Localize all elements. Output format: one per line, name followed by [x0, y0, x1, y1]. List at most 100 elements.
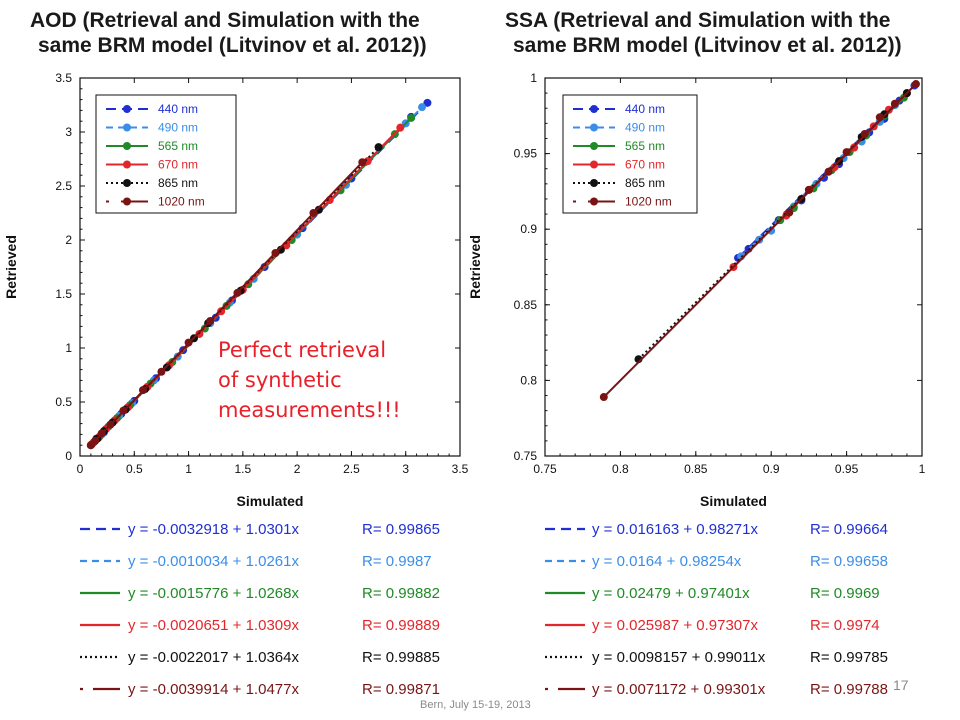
- aod-legend-label-2: 565 nm: [158, 139, 198, 153]
- ssa-title-line-1: SSA (Retrieval and Simulation with the: [505, 9, 891, 32]
- ssa-series-1-point: [767, 226, 776, 235]
- aod-y-tick-label: 0: [65, 449, 72, 463]
- aod-fit-equation-3: y = -0.0020651 + 1.0309x: [128, 617, 299, 634]
- aod-x-tick-label: 0.5: [126, 462, 143, 476]
- aod-legend: 440 nm 490 nm 565 nm 670 nm 865 nm 1020 nm: [95, 94, 237, 214]
- aod-y-axis-label: Retrieved: [3, 235, 19, 299]
- ssa-fit-equation-1: y = 0.0164 + 0.98254x: [592, 553, 742, 570]
- ssa-fit-equation-5: y = 0.0071172 + 0.99301x: [592, 681, 766, 698]
- aod-series-5-point: [97, 429, 106, 438]
- aod-series-5-point: [271, 248, 280, 257]
- ssa-fit-r-3: R= 0.9974: [810, 617, 880, 634]
- ssa-series-5-point: [911, 80, 920, 89]
- annotation-line-3: measurements!!!: [218, 398, 401, 422]
- aod-fit-r-0: R= 0.99865: [362, 521, 440, 538]
- ssa-fit-r-0: R= 0.99664: [810, 521, 888, 538]
- aod-legend-label-4: 865 nm: [158, 176, 198, 190]
- ssa-x-tick-label: 1: [919, 462, 926, 476]
- ssa-legend-marker-4: [590, 179, 598, 187]
- ssa-y-tick-label: 0.8: [520, 373, 537, 387]
- aod-legend-marker-0: [123, 105, 131, 113]
- ssa-chart: 0.75 0.8 0.85 0.9 0.95 1 0.75 0.8 0.85 0.9 0.95 1 Si…: [467, 71, 926, 698]
- aod-series-5-point: [91, 436, 100, 445]
- annotation-line-1: Perfect retrieval: [218, 338, 387, 362]
- ssa-fit-equation-4: y = 0.0098157 + 0.99011x: [592, 649, 766, 666]
- aod-series-2-point: [407, 113, 416, 122]
- ssa-series-5-point: [860, 129, 869, 138]
- ssa-legend-marker-0: [590, 105, 598, 113]
- aod-y-tick-label: 2: [65, 233, 72, 247]
- ssa-fit-r-2: R= 0.9969: [810, 585, 880, 602]
- ssa-series-3-point: [850, 143, 859, 152]
- aod-series-5-point: [157, 367, 166, 376]
- aod-series-5-point: [138, 386, 147, 395]
- ssa-fit-equation-3: y = 0.025987 + 0.97307x: [592, 617, 758, 634]
- aod-fit-equation-5: y = -0.0039914 + 1.0477x: [128, 681, 299, 698]
- ssa-fit-r-5: R= 0.99788: [810, 681, 888, 698]
- aod-title-line-2: same BRM model (Litvinov et al. 2012)): [38, 34, 427, 57]
- annotation-line-2: of synthetic: [218, 368, 342, 392]
- aod-series-5-point: [206, 317, 215, 325]
- ssa-legend-marker-3: [590, 160, 598, 169]
- aod-x-tick-label: 2.5: [343, 462, 360, 476]
- aod-series-5-point: [358, 158, 367, 167]
- ssa-legend-label-1: 490 nm: [625, 121, 665, 135]
- aod-chart: 0 0.5 1 1.5 2 2.5 3 3.5 0 0.5 1 1.5 2 2.5 3 3.5 Simulate…: [3, 71, 469, 698]
- aod-x-tick-label: 1: [185, 462, 192, 476]
- aod-y-tick-label: 3.5: [55, 71, 72, 85]
- ssa-fit-r-1: R= 0.99658: [810, 553, 888, 570]
- ssa-legend-label-5: 1020 nm: [625, 195, 672, 209]
- ssa-x-tick-label: 0.8: [612, 462, 629, 476]
- ssa-x-tick-label: 0.9: [763, 462, 780, 476]
- ssa-legend: 440 nm 490 nm 565 nm 670 nm 865 nm 1020 nm: [562, 94, 698, 214]
- ssa-y-tick-label: 0.9: [520, 222, 537, 236]
- ssa-y-tick-label: 0.75: [514, 449, 538, 463]
- aod-legend-marker-5: [123, 197, 131, 206]
- aod-fit-r-2: R= 0.99882: [362, 585, 440, 602]
- ssa-x-axis-label: Simulated: [700, 493, 767, 509]
- ssa-series-5-point: [785, 208, 794, 217]
- aod-series-5-point: [309, 209, 318, 217]
- aod-x-tick-label: 0: [77, 462, 84, 476]
- aod-legend-box: [95, 94, 237, 214]
- ssa-fit-r-4: R= 0.99785: [810, 649, 888, 666]
- aod-legend-marker-4: [123, 179, 131, 187]
- aod-fit-equation-4: y = -0.0022017 + 1.0364x: [128, 649, 299, 666]
- aod-series-5-point: [106, 420, 115, 429]
- aod-series-5-fit-line: [90, 161, 364, 446]
- aod-y-tick-label: 1: [65, 341, 72, 355]
- ssa-legend-label-0: 440 nm: [625, 102, 665, 116]
- ssa-y-tick-label: 0.95: [514, 147, 538, 161]
- page-number: 17: [893, 677, 909, 693]
- aod-series-4-point: [374, 143, 383, 152]
- ssa-x-tick-label: 0.85: [684, 462, 708, 476]
- aod-legend-label-3: 670 nm: [158, 158, 198, 172]
- aod-series-5-point: [184, 338, 193, 347]
- ssa-x-tick-label: 0.75: [533, 462, 557, 476]
- aod-legend-marker-2: [123, 142, 131, 150]
- ssa-series-5-point: [599, 393, 608, 402]
- footer-text: Bern, July 15-19, 2013: [420, 699, 531, 711]
- aod-series-0-point: [423, 98, 432, 107]
- ssa-legend-marker-1: [590, 123, 598, 132]
- aod-y-tick-label: 0.5: [55, 395, 72, 409]
- aod-x-tick-label: 3.5: [452, 462, 469, 476]
- aod-series-4-fit-line: [90, 146, 380, 446]
- aod-fit-r-3: R= 0.99889: [362, 617, 440, 634]
- aod-legend-marker-3: [123, 160, 131, 169]
- aod-legend-marker-1: [123, 123, 131, 132]
- ssa-x-tick-label: 0.95: [835, 462, 859, 476]
- ssa-fit-equation-0: y = 0.016163 + 0.98271x: [592, 521, 758, 538]
- aod-x-tick-label: 3: [402, 462, 409, 476]
- ssa-chart-title: SSA (Retrieval and Simulation with the s…: [505, 8, 902, 58]
- aod-fit-r-1: R= 0.9987: [362, 553, 432, 570]
- ssa-legend-label-2: 565 nm: [625, 139, 665, 153]
- aod-fit-equation-0: y = -0.0032918 + 1.0301x: [128, 521, 299, 538]
- aod-x-tick-label: 2: [294, 462, 301, 476]
- aod-fit-equation-1: y = -0.0010034 + 1.0261x: [128, 553, 299, 570]
- perfect-retrieval-annotation: Perfect retrieval of synthetic measureme…: [218, 335, 458, 425]
- aod-series-3-point: [396, 123, 405, 132]
- ssa-y-tick-label: 0.85: [514, 298, 538, 312]
- aod-y-tick-label: 1.5: [55, 287, 72, 301]
